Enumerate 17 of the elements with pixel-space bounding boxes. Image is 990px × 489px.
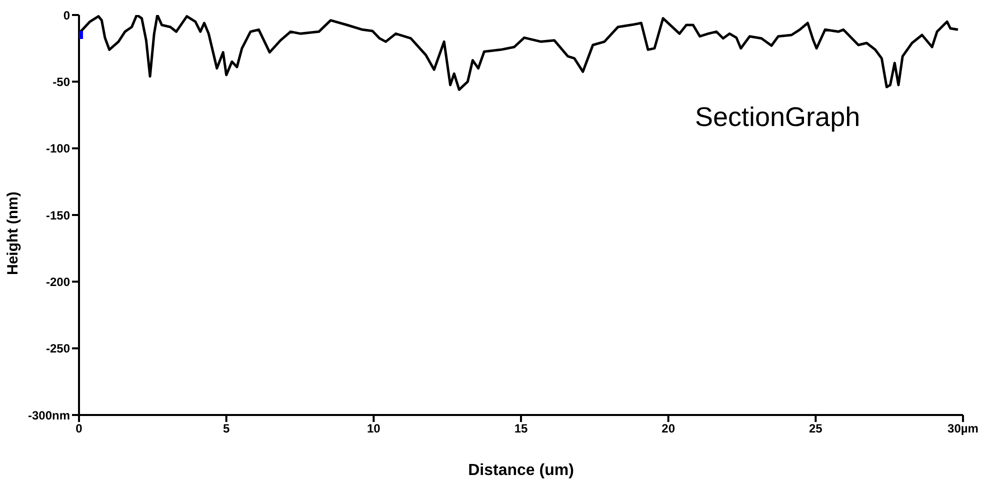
y-tick-label: -150 — [46, 208, 70, 222]
x-tick-label: 5 — [222, 422, 230, 436]
y-tick-label: -100 — [46, 142, 70, 156]
x-tick-label: 10 — [366, 422, 381, 436]
y-tick-label: 0 — [63, 8, 70, 22]
y-tick-label: -200 — [46, 274, 70, 289]
x-tick-label: 30µm — [948, 422, 978, 436]
x-tick-label: 20 — [662, 422, 676, 436]
y-axis-title: Height (nm) — [4, 192, 22, 275]
y-tick-label: -250 — [46, 342, 70, 356]
x-tick-label: 25 — [808, 422, 823, 436]
x-axis-title: Distance (um) — [468, 462, 574, 479]
x-tick-label: 0 — [76, 422, 83, 436]
x-tick-label: 15 — [514, 422, 528, 436]
text: SectionGraph — [695, 102, 860, 133]
y-tick-label: -300nm — [28, 408, 70, 422]
y-tick-label: -50 — [52, 74, 70, 89]
